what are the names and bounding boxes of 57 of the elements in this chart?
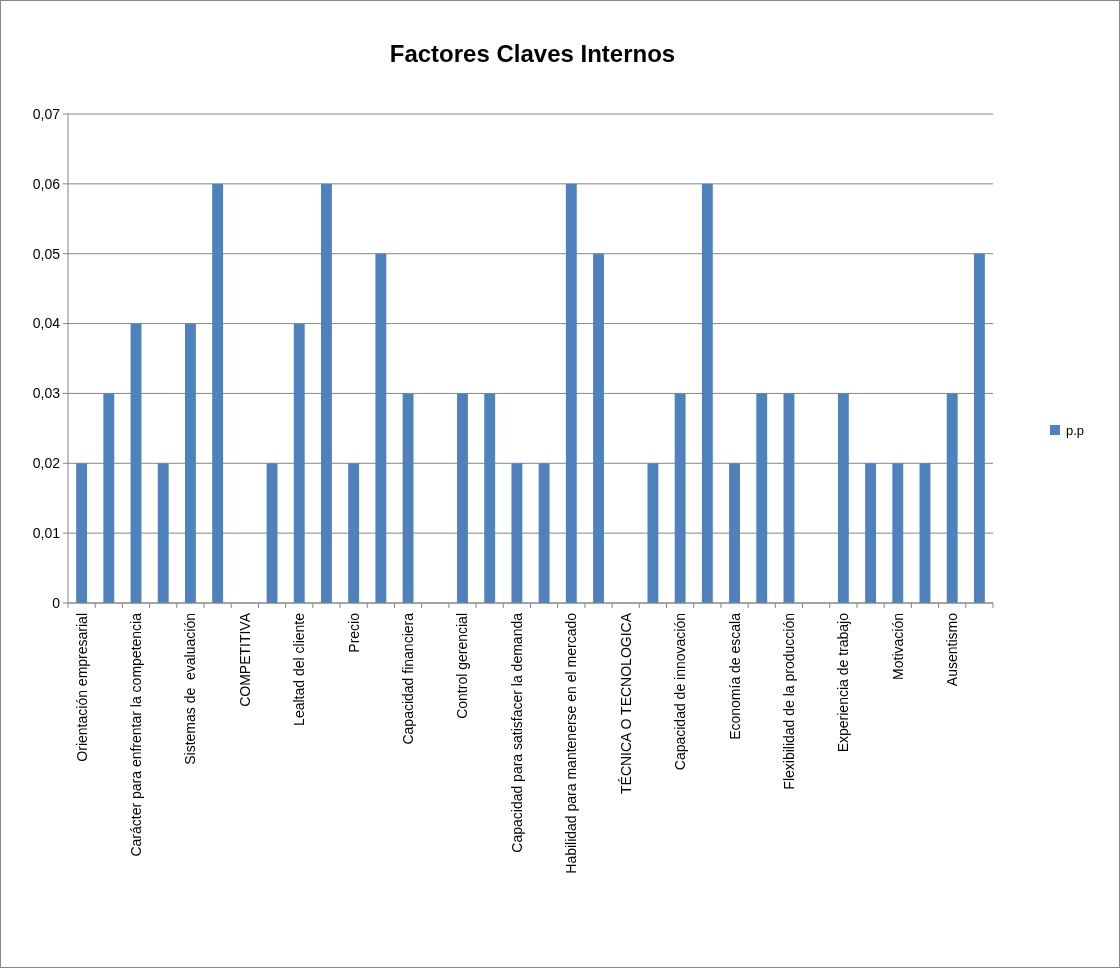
y-tick-label: 0 (52, 594, 61, 611)
legend-label: p.p (1066, 422, 1085, 438)
x-tick-label: Capacidad de innovación (672, 613, 689, 771)
y-tick-label: 0,04 (32, 315, 61, 332)
bar (538, 463, 550, 603)
bar (729, 463, 740, 603)
bar (266, 463, 278, 603)
bar (865, 463, 877, 603)
y-tick-label: 0,07 (32, 105, 61, 122)
bar (756, 393, 768, 603)
x-tick-label: Habilidad para mantenerse en el mercado (563, 612, 580, 874)
x-tick-label: Experiencia de trabajo (835, 612, 852, 753)
x-tick-label: Ausentismo (944, 612, 961, 687)
bar (130, 323, 142, 603)
x-tick-label: Control gerencial (454, 613, 471, 719)
y-tick-label: 0,03 (32, 385, 61, 402)
bar (321, 183, 332, 603)
bar (946, 393, 958, 603)
bar (837, 393, 849, 603)
bar (593, 253, 604, 603)
bar (973, 253, 985, 603)
x-tick-label: Flexibilidad de la producción (780, 613, 797, 790)
bar (674, 393, 686, 603)
x-tick-label: Capacidad para satisfacer la demanda (508, 612, 525, 853)
x-tick-label: COMPETITIVA (236, 612, 253, 707)
x-tick-label: Orientación empresarial (73, 613, 90, 762)
y-tick-label: 0,06 (32, 175, 61, 192)
bar (76, 463, 88, 603)
bar (212, 183, 224, 603)
x-tick-label: Sistemas de evaluación (182, 613, 199, 765)
bar (457, 393, 468, 603)
bar (157, 463, 169, 603)
bar (375, 253, 387, 603)
bar (701, 183, 713, 603)
x-tick-label: Lealtad del cliente (291, 612, 308, 726)
x-tick-label: Precio (345, 612, 362, 653)
x-tick-label: Carácter para enfrentar la competencia (128, 612, 145, 857)
y-tick-label: 0,05 (32, 245, 61, 262)
bar (402, 393, 414, 603)
bar (783, 393, 795, 603)
x-tick-label: TÉCNICA O TECNOLOGICA (617, 612, 634, 794)
bar (293, 323, 305, 603)
x-tick-label: Economía de escala (726, 612, 743, 740)
x-tick-label: Motivación (889, 613, 906, 680)
bar (103, 393, 115, 603)
bar (892, 463, 904, 603)
bar (348, 463, 360, 603)
y-tick-label: 0,02 (32, 455, 61, 472)
y-tick-label: 0,01 (32, 525, 61, 542)
x-tick-label: Capacidad financiera (400, 612, 417, 745)
bar (647, 463, 659, 603)
bar (565, 183, 577, 603)
bar (919, 463, 931, 603)
chart-title: Factores Claves Internos (389, 40, 676, 67)
bar (511, 463, 523, 603)
bar (184, 323, 196, 603)
bar (484, 393, 496, 603)
